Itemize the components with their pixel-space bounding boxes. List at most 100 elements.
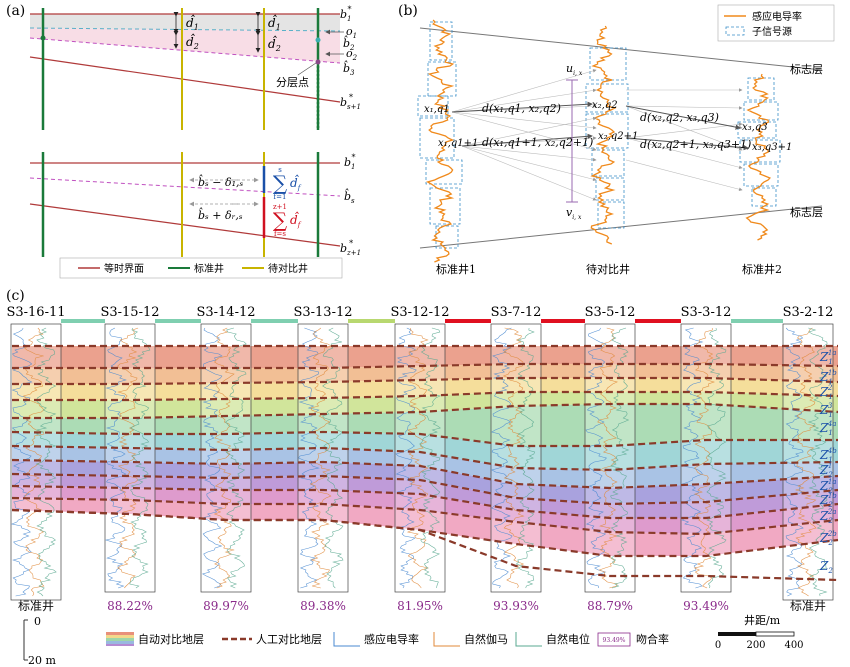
manual-correlation-line [11, 444, 839, 472]
sum1-top: s [278, 166, 282, 174]
manual-correlation-line [12, 362, 839, 370]
isochron-lower-bottom [29, 203, 341, 247]
match-rate: 89.97% [203, 599, 249, 613]
distance-scale-white [755, 631, 795, 637]
well-name: S3-5-12 [585, 305, 636, 320]
legend-standard-label: 标准井 [194, 262, 224, 275]
manual-correlation-line [12, 402, 839, 420]
legend-c: 0 20 m 自动对比地层 人工对比地层 感应电导率 自然伽马 自然电位 93.… [23, 613, 804, 667]
well-name: S3-15-12 [100, 305, 159, 320]
conductivity-log [590, 25, 617, 245]
match-connection [461, 145, 597, 201]
distance-tick-200: 200 [746, 640, 765, 651]
u-label: ui, x [566, 62, 583, 77]
lower-bz1-label: bz+1* [340, 239, 361, 257]
best-match-3 [625, 105, 741, 130]
distance-bar [348, 319, 395, 323]
sub-signal-box [747, 77, 775, 101]
manual-correlation-line [11, 496, 839, 536]
layer-label: Z22b [819, 530, 837, 547]
d12p1-label: d(x₁,q1+1, x₂,q2+1) [482, 136, 593, 149]
bs1-label: bs+1* [340, 93, 361, 111]
sum1-bottom: f=1 [274, 193, 287, 201]
layer-label: Z11a [819, 349, 836, 366]
o2-label: o2 [346, 47, 358, 62]
well-name: S3-7-12 [491, 305, 542, 320]
match-connection [625, 159, 743, 191]
match-connection [461, 145, 597, 162]
sum2-top: z+1 [273, 203, 287, 211]
b3-label: b̂3 [343, 61, 355, 77]
legend-auto-swatch-1 [106, 632, 134, 635]
panel-c: (c) S3-16-11 S3-15-12 S3-14-12 S3-13-12 S3-1… [6, 288, 839, 613]
b1-label: b1* [340, 5, 352, 23]
layer-label: Z21b [819, 492, 837, 509]
split-dot-1 [40, 35, 46, 41]
split-leader [297, 62, 317, 76]
panel-b: (b) 标志层 标志层 ui, x vi, x x₁,q1 x₁,q1+1 x₂… [398, 3, 835, 276]
conductivity-logs [426, 19, 772, 263]
layer-1-fill [30, 14, 340, 31]
depth-scale-bottom: 20 m [28, 654, 56, 667]
auto-layer-band [12, 446, 838, 488]
well-log-curve [406, 327, 430, 589]
best-match-2 [461, 133, 593, 147]
d1-label-left: d̂1 [186, 13, 199, 32]
panel-b-label: (b) [398, 3, 418, 19]
split-point-label: 分层点 [276, 76, 309, 89]
sub-signal-box [739, 139, 781, 163]
sub-signal-box [417, 95, 449, 117]
marker-bottom-label: 标志层 [790, 205, 823, 219]
marker-line-top [419, 27, 823, 71]
well-log-curve [10, 327, 33, 597]
legend-auto-swatch-2 [106, 635, 134, 638]
legend-potential-swatch [515, 632, 542, 647]
distance-scale-label: 井距/m [744, 613, 781, 627]
well-name: S3-2-12 [783, 305, 834, 320]
well-name: S3-14-12 [196, 305, 255, 320]
depth-scale-top: 0 [34, 615, 41, 628]
d1-label-right: d̂1 [268, 13, 281, 32]
o1-label: o1 [346, 25, 357, 40]
layer-label: Z12 [819, 384, 833, 401]
well-log-curve [117, 327, 139, 589]
layer-label: Z2 [819, 559, 833, 575]
well-names: S3-16-11 S3-15-12 S3-14-12 S3-13-12 S3-12-12… [6, 305, 833, 320]
distance-scale-black [718, 632, 756, 636]
lower-bs-label: b̂s [344, 189, 355, 205]
sum1-symbol: ∑ [273, 171, 288, 195]
distance-bar [155, 319, 201, 323]
match-connection [461, 116, 597, 147]
well-column [104, 323, 156, 593]
manual-correlation-line [11, 458, 839, 490]
distance-bar [541, 319, 585, 323]
distance-bar [635, 319, 681, 323]
well-log-curve [298, 327, 320, 589]
boundary-b3 [29, 37, 341, 64]
well-standard-1: 标准井1 [436, 262, 476, 276]
layer-label: Z14b [819, 447, 837, 464]
split-dot-2 [315, 37, 321, 43]
match-connection [625, 105, 743, 110]
well-distance-bars [61, 319, 783, 323]
legend-isochron-label: 等时界面 [104, 262, 144, 275]
manual-correlation-lines [11, 344, 839, 582]
well-column [394, 323, 446, 593]
legend-potential-label: 自然电位 [546, 632, 590, 646]
well-log-curve [693, 327, 715, 589]
well-log-curve [129, 327, 151, 589]
legend-subsignal-swatch [725, 26, 745, 36]
x2q2-label: x₂,q2 [592, 100, 618, 111]
standard-well-label: 标准井 [790, 599, 826, 613]
well-log-curve [515, 327, 536, 589]
distance-tick-0: 0 [715, 640, 721, 651]
b2-label: b̂2 [343, 36, 355, 52]
well-log-curve [322, 327, 344, 589]
match-rate: 88.22% [107, 599, 153, 613]
panel-a-label: (a) [6, 3, 25, 19]
legend-conductivity-label-c: 感应电导率 [364, 632, 419, 646]
sub-signal-box [585, 113, 629, 149]
distance-tick-400: 400 [784, 640, 803, 651]
x1q1p1-label: x₁,q1+1 [438, 138, 478, 149]
